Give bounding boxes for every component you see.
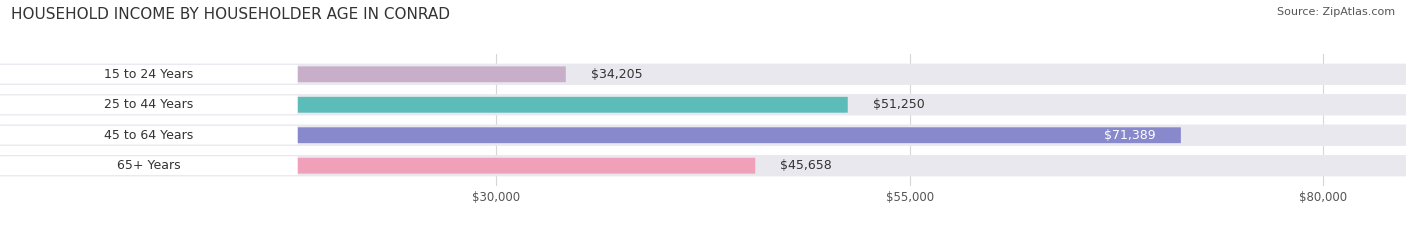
FancyBboxPatch shape (0, 95, 298, 114)
Text: $34,205: $34,205 (591, 68, 643, 81)
FancyBboxPatch shape (0, 65, 298, 84)
Text: 65+ Years: 65+ Years (117, 159, 181, 172)
Text: 25 to 44 Years: 25 to 44 Years (104, 98, 194, 111)
Text: 15 to 24 Years: 15 to 24 Years (104, 68, 194, 81)
FancyBboxPatch shape (0, 125, 1406, 146)
FancyBboxPatch shape (0, 66, 565, 82)
FancyBboxPatch shape (0, 94, 1406, 115)
FancyBboxPatch shape (0, 97, 848, 113)
Text: HOUSEHOLD INCOME BY HOUSEHOLDER AGE IN CONRAD: HOUSEHOLD INCOME BY HOUSEHOLDER AGE IN C… (11, 7, 450, 22)
Text: $45,658: $45,658 (780, 159, 832, 172)
FancyBboxPatch shape (0, 156, 298, 175)
FancyBboxPatch shape (0, 155, 1406, 176)
FancyBboxPatch shape (0, 158, 755, 174)
Text: $51,250: $51,250 (873, 98, 924, 111)
FancyBboxPatch shape (0, 126, 298, 145)
FancyBboxPatch shape (0, 64, 1406, 85)
Text: 45 to 64 Years: 45 to 64 Years (104, 129, 194, 142)
Text: Source: ZipAtlas.com: Source: ZipAtlas.com (1277, 7, 1395, 17)
Text: $71,389: $71,389 (1105, 129, 1156, 142)
FancyBboxPatch shape (0, 127, 1181, 143)
